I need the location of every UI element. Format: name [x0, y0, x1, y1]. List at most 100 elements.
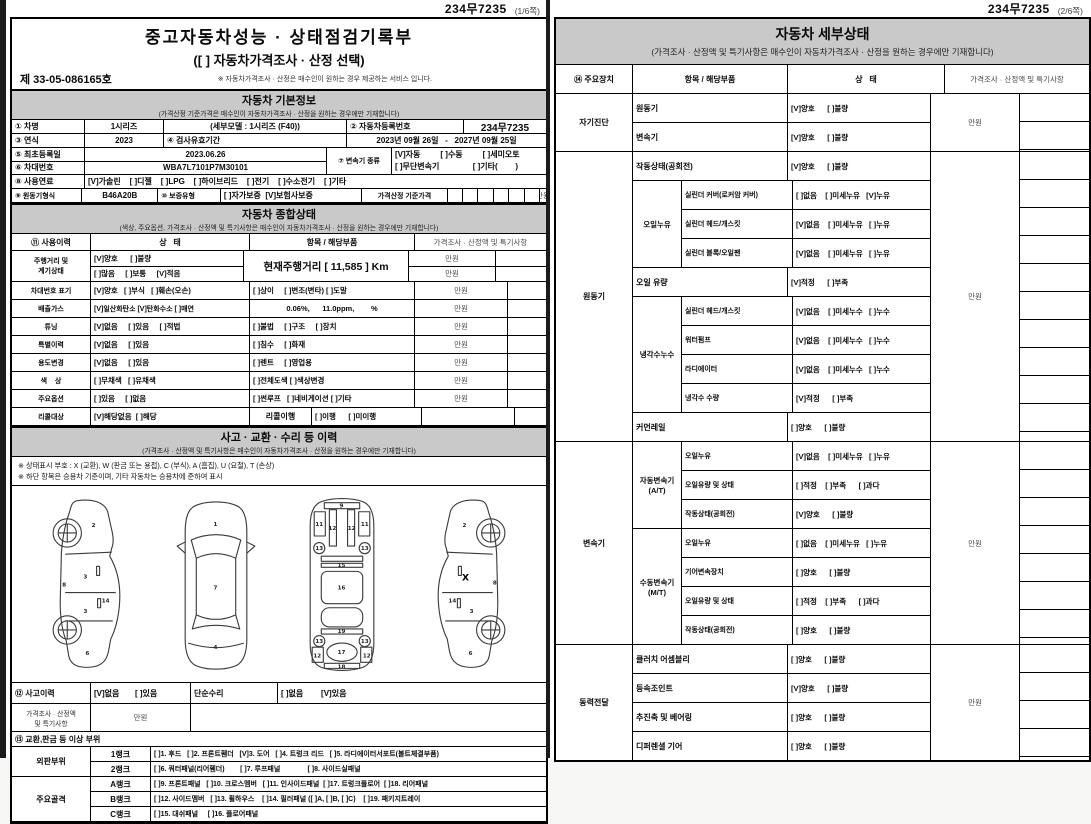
zone-label: 13: [361, 546, 369, 552]
rank-label: 1랭크: [91, 747, 151, 762]
checkbox-item: [ ]렌트 [ ]영업용: [250, 354, 415, 371]
checkbox-state: [V]양호 [ ]불량: [788, 152, 931, 180]
checkbox-state: [ ]없음 [V]있음: [281, 688, 347, 698]
table-row: 특별이력 [V]없음 [ ]있음 [ ]침수 [ ]화재 만원: [12, 336, 546, 354]
row-label: 특별이력: [12, 336, 91, 353]
rank-label: C랭크: [91, 807, 151, 822]
field-label: ③ 연식: [12, 134, 85, 147]
price-digit-box: [478, 189, 494, 202]
checkbox-state: [V]양호 [ ]불량: [788, 94, 931, 122]
damage-label: ⑬ 교환,판금 등 이상 부위: [15, 734, 101, 744]
price-digit-box: [509, 189, 525, 202]
checkbox-state: [V]없음 [ ]있음 [ ]적법: [91, 318, 250, 335]
rank-items: [ ]1. 후드 [ ]2. 프론트휀더 [V]3. 도어 [ ]4. 트렁크 …: [154, 751, 439, 759]
car-name: 1시리즈: [85, 120, 164, 133]
fuel-type: [V]가솔린 [ ]디젤 [ ]LPG [ ]하이브리드 [ ]전기 [ ]수소…: [88, 177, 347, 186]
rank-label: A랭크: [91, 777, 151, 792]
item-label: 실린더 블록/오일팬: [682, 239, 793, 267]
category-label: 외판부위: [12, 747, 91, 777]
zone-label: 1: [213, 522, 217, 528]
item-label: 오일 유량: [633, 268, 788, 296]
checkbox-state: [V]해당없음 [ ]해당: [91, 408, 250, 425]
price-digit-box: [463, 189, 479, 202]
price-unit: 만원: [415, 372, 508, 389]
price-note-cell: [508, 336, 546, 353]
section-band-basic: 자동차 기본정보 (가격산정 기준가격은 매수인이 자동차가격조사 · 산정을 …: [12, 89, 546, 120]
row-label: 배출가스: [12, 300, 91, 317]
zone-label: 14: [102, 599, 110, 605]
doc-title: 중고자동차성능 · 상태점검기록부: [144, 28, 414, 47]
section-name: 자기진단: [556, 94, 633, 151]
zone-label: 6: [86, 652, 90, 658]
doc-number: 제 33-05-086165호: [20, 74, 112, 86]
section-transmission: 변속기 자동변속기 (A/T) 오일누유 [V]없음 [ ]미세누유 [ ]누유…: [556, 442, 1089, 645]
col-state: 상 태: [91, 234, 250, 250]
price-note-cell: [515, 408, 546, 425]
group-label: 수동변속기 (M/T): [633, 529, 682, 644]
item-label: 오일유량 및 상태: [682, 471, 793, 499]
zone-label: 3: [84, 575, 88, 581]
item-label: 클러치 어셈블리: [633, 645, 788, 673]
price-unit: 만원: [415, 318, 508, 335]
rank-items: [ ]15. 대쉬패널 [ ]16. 플로어패널: [154, 811, 259, 819]
car-diagram-underbody: 9 11 12 12 11 13 13 15 16 19 13 13 12 12…: [309, 498, 375, 672]
price-note-cells: [1020, 442, 1089, 644]
section-name: 동력전달: [556, 645, 633, 760]
item-label: 냉각수 수량: [682, 384, 793, 412]
transmission-type: [V]자동 [ ]수동 [ ]세미오토 [ ]무단변속기 [ ]기타( ): [395, 149, 520, 171]
price-note-cells: [1020, 152, 1089, 441]
accident-history-row: ⑫ 사고이력 [V]없음 [ ]있음 단순수리 [ ]없음 [V]있음: [12, 683, 546, 705]
page2-frame: 자동차 세부상태 (가격조사 · 산정액 및 특기사항은 매수인이 자동차가격조…: [554, 17, 1091, 762]
price-note-cell: [508, 390, 546, 407]
section-name: 변속기: [556, 442, 633, 644]
group-label: 자동변속기 (A/T): [633, 442, 682, 528]
zone-label: 11: [316, 522, 324, 528]
col-price: 가격조사 · 산정액 및 특기사항: [433, 237, 528, 247]
first-reg-date: 2023.06.26: [185, 149, 226, 159]
row-label: 색 상: [12, 372, 91, 389]
price-digit-box: [525, 189, 540, 202]
field-label: ⑤ 최초등록일: [12, 148, 85, 161]
checkbox-item: [ ]이행 [ ]미이행: [312, 408, 422, 425]
engine-model: B46A20B: [82, 189, 159, 202]
checkbox-state: [V]없음 [ ]있음: [91, 683, 191, 704]
field-label: ⑩ 보증유형: [158, 189, 221, 202]
legend-note-2: ※ 하단 항목은 승용차 기준이며, 기타 자동차는 승용차에 준하여 표시: [18, 472, 223, 482]
row-label: 주행거리 및 계기상태: [12, 251, 91, 281]
legend-notes: ※ 상태표시 부호 : X (교환), W (판금 또는 용접), C (부식)…: [12, 457, 546, 487]
price-unit: 만원: [445, 269, 459, 279]
checkbox-state: [V]없음 [ ]미세누수 [ ]누수: [793, 355, 931, 383]
zone-label: 16: [338, 586, 346, 592]
checkbox-state: [V]없음 [ ]미세누유 [ ]누유: [793, 210, 931, 238]
service-note: ※ 자동차가격조사 · 산정은 매수인이 원하는 경우 제공하는 서비스 입니다…: [217, 76, 433, 83]
checkbox-state: [ ]있음 [ ]없음: [91, 390, 250, 407]
price-digit-box: [448, 189, 464, 202]
row-label: 용도변경: [12, 354, 91, 371]
zone-label: 12: [329, 526, 337, 532]
zone-label: 13: [316, 639, 324, 645]
row-label: 주요옵션: [12, 390, 91, 407]
table-row: 리콜대상 [V]해당없음 [ ]해당 리콜이행 [ ]이행 [ ]미이행: [12, 408, 546, 426]
checkbox-state: [ ]많음 [ ]보통 [V]적음: [94, 269, 181, 279]
band-note: (가격조사 · 산정액 및 특기사항은 매수인이 자동차가격조사 · 산정을 원…: [651, 47, 994, 57]
item-label: 오일누유: [682, 442, 793, 470]
emission-values: 0.06%, 11.0ppm, %: [250, 300, 415, 317]
table-row: 색 상 [ ]무채색 [ ]유채색 [ ]전체도색 [ ]색상변경 만원: [12, 372, 546, 390]
zone-label: 9: [340, 504, 344, 510]
checkbox-state: [ ]없음 [ ]미세누유 [V]누유: [793, 181, 931, 209]
price-unit: 만원: [415, 300, 508, 317]
item-label: 기어변속장치: [682, 558, 793, 586]
price-unit: 만원: [409, 251, 495, 267]
price-unit: 만원: [931, 645, 1020, 760]
table-row: 배출가스 [V]일산화탄소 [V]탄화수소 [ ]매연 0.06%, 11.0p…: [12, 300, 546, 318]
table-row: ③ 연식 2023 ④ 검사유효기간 2023년 09월 26일 - 2027년…: [12, 134, 546, 148]
checkbox-state: [V]없음 [ ]미세누유 [ ]누유: [793, 239, 931, 267]
section-band-accident: 사고 · 교환 · 수리 등 이력 (가격조사 · 산정액 및 특기사항은 매수…: [12, 426, 546, 457]
item-label: 실린더 헤드/개스킷: [682, 210, 793, 238]
checkbox-state: [V]적정 [ ]부족: [788, 268, 931, 296]
table-row: 주요옵션 [ ]있음 [ ]없음 [ ]썬루프 [ ]네비게이션 [ ]기타 만…: [12, 390, 546, 408]
section-name: 원동기: [556, 152, 633, 441]
zone-label: 7: [213, 586, 217, 592]
checkbox-state: [V]양호 [ ]불량: [788, 674, 931, 702]
band-note: (색상, 주요옵션, 가격조사 · 산정액 및 특기사항은 매수인이 자동차가격…: [119, 225, 439, 232]
